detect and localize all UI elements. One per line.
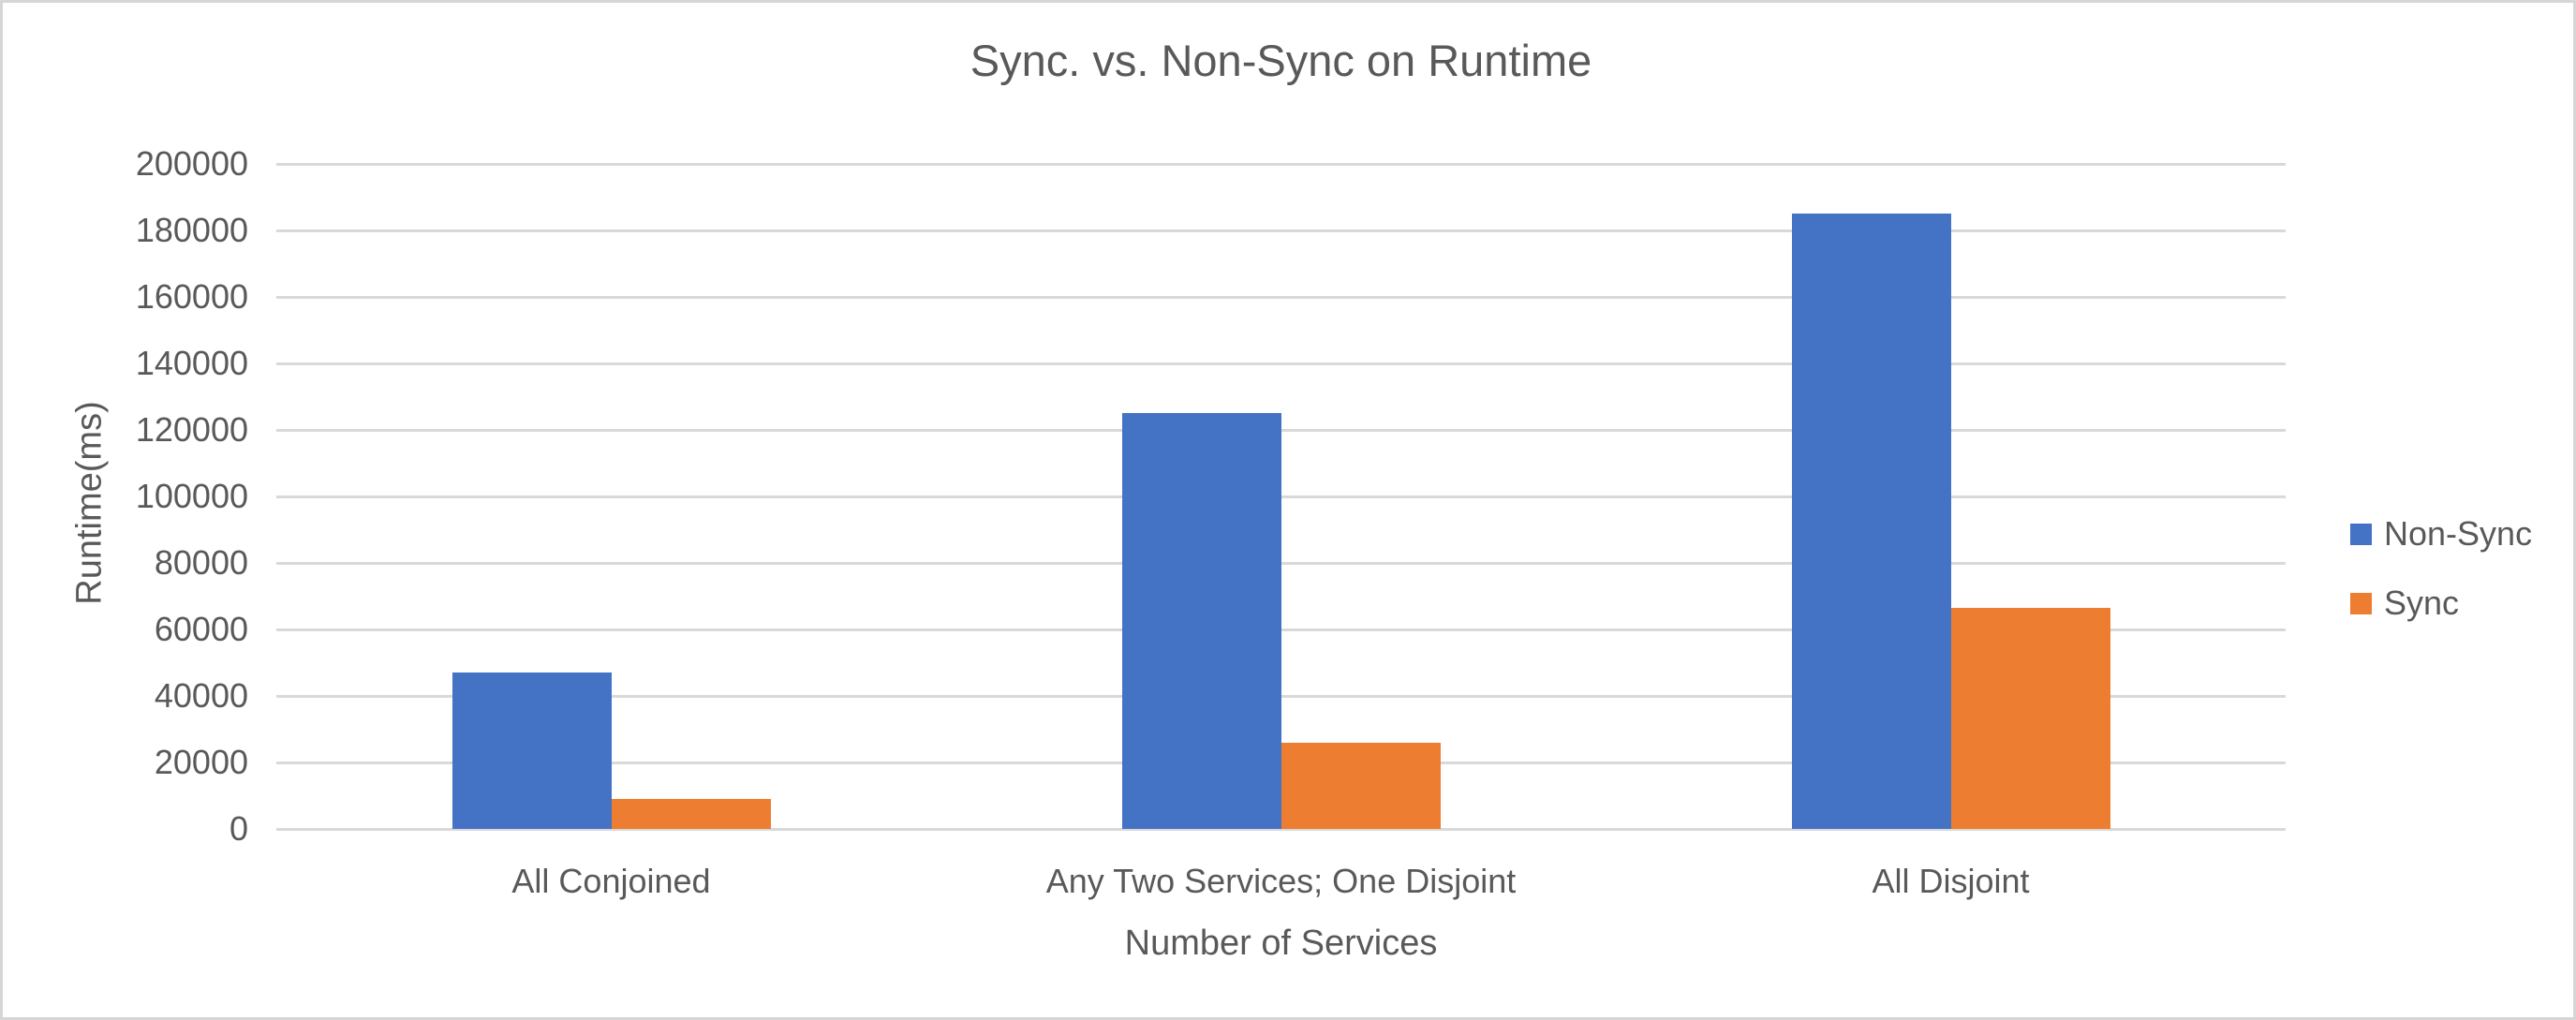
legend-label-non-sync: Non-Sync [2384,514,2533,553]
y-tick-label-180000: 180000 [135,211,248,249]
y-tick-label-20000: 20000 [154,743,248,781]
gridline-60000 [276,628,2286,631]
gridline-80000 [276,561,2286,565]
bar-non-sync-any-two-services-one-disjoint [1121,413,1281,829]
gridline-0 [276,827,2286,831]
x-category-label-all-conjoined: All Conjoined [511,862,711,900]
bar-sync-all-disjoint [1950,607,2110,829]
gridline-180000 [276,229,2286,232]
x-category-label-any-two-services-one-disjoint: Any Two Services; One Disjoint [1045,862,1517,900]
y-tick-label-120000: 120000 [135,410,248,449]
y-tick-label-60000: 60000 [154,610,248,648]
gridline-100000 [276,495,2286,498]
legend-swatch-sync-icon [2350,592,2372,614]
gridline-40000 [276,694,2286,698]
bar-sync-all-conjoined [611,799,771,829]
y-tick-label-160000: 160000 [135,277,248,316]
y-tick-label-80000: 80000 [154,543,248,582]
gridline-140000 [276,362,2286,365]
y-tick-label-40000: 40000 [154,676,248,715]
bar-non-sync-all-disjoint [1791,214,1951,829]
chart-title: Sync. vs. Non-Sync on Runtime [970,36,1592,85]
legend: Non-Sync Sync [2350,513,2532,624]
gridline-160000 [276,295,2286,299]
y-tick-label-140000: 140000 [135,344,248,382]
bar-non-sync-all-conjoined [452,673,612,829]
legend-label-sync: Sync [2384,584,2460,622]
gridline-120000 [276,428,2286,432]
bar-sync-any-two-services-one-disjoint [1281,742,1441,829]
x-axis-title: Number of Services [1124,924,1438,963]
y-tick-label-100000: 100000 [135,477,248,515]
legend-item-non-sync: Non-Sync [2350,513,2532,554]
y-tick-label-0: 0 [229,809,248,848]
gridline-200000 [276,162,2286,166]
x-category-label-all-disjoint: All Disjoint [1872,862,2030,900]
legend-item-sync: Sync [2350,583,2532,624]
legend-swatch-non-sync-icon [2350,523,2372,545]
y-tick-label-200000: 200000 [135,144,248,183]
plot-area [276,162,2286,831]
